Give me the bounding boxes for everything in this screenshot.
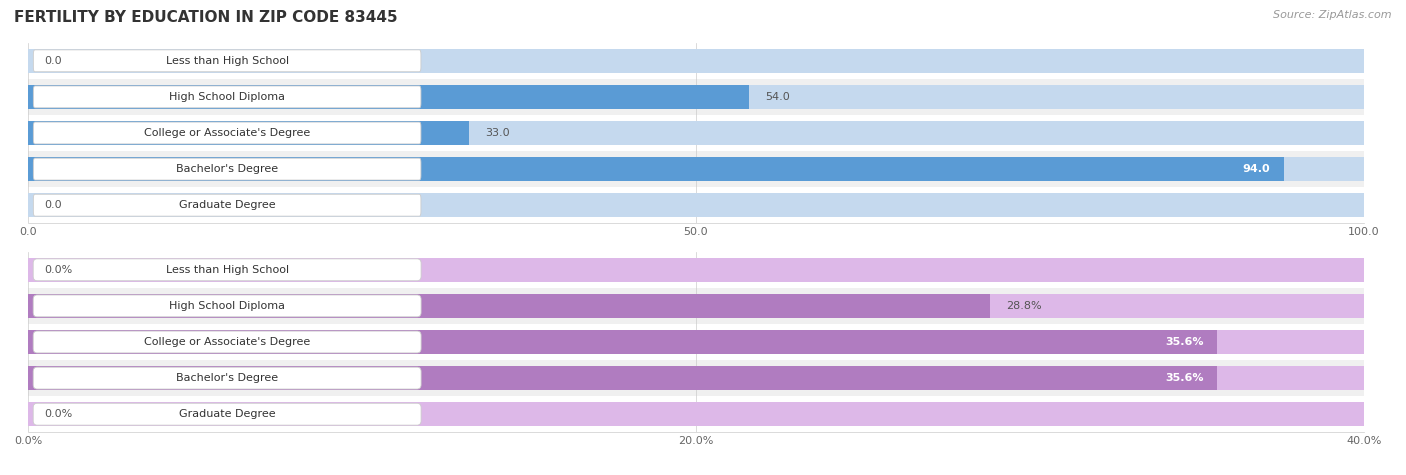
Text: 0.0%: 0.0%: [44, 409, 72, 419]
Bar: [28, 294, 990, 318]
FancyBboxPatch shape: [34, 331, 420, 353]
Bar: [28, 396, 1364, 432]
Bar: [28, 187, 1364, 223]
Text: 0.0: 0.0: [44, 56, 62, 66]
Bar: [28, 294, 1364, 318]
Bar: [28, 85, 1364, 109]
Bar: [28, 366, 1364, 390]
FancyBboxPatch shape: [34, 86, 420, 108]
Text: Bachelor's Degree: Bachelor's Degree: [176, 164, 278, 174]
Bar: [28, 193, 1364, 217]
Text: Less than High School: Less than High School: [166, 265, 288, 275]
FancyBboxPatch shape: [34, 122, 420, 144]
Bar: [28, 402, 1364, 426]
Text: Graduate Degree: Graduate Degree: [179, 200, 276, 210]
Bar: [28, 79, 1364, 115]
Text: 33.0: 33.0: [485, 128, 509, 138]
Bar: [28, 252, 1364, 288]
Text: High School Diploma: High School Diploma: [169, 92, 285, 102]
Bar: [28, 121, 470, 145]
Text: Graduate Degree: Graduate Degree: [179, 409, 276, 419]
Bar: [28, 258, 1364, 282]
FancyBboxPatch shape: [34, 295, 420, 317]
FancyBboxPatch shape: [34, 50, 420, 72]
Text: 35.6%: 35.6%: [1166, 337, 1204, 347]
Text: Source: ZipAtlas.com: Source: ZipAtlas.com: [1274, 10, 1392, 19]
Text: 0.0: 0.0: [44, 200, 62, 210]
Bar: [28, 49, 1364, 73]
Text: 35.6%: 35.6%: [1166, 373, 1204, 383]
Text: College or Associate's Degree: College or Associate's Degree: [143, 128, 311, 138]
FancyBboxPatch shape: [34, 194, 420, 216]
Text: Bachelor's Degree: Bachelor's Degree: [176, 373, 278, 383]
Bar: [28, 324, 1364, 360]
Bar: [28, 330, 1364, 354]
Bar: [28, 151, 1364, 187]
Text: 0.0%: 0.0%: [44, 265, 72, 275]
Bar: [28, 43, 1364, 79]
Bar: [28, 115, 1364, 151]
Bar: [28, 157, 1284, 181]
FancyBboxPatch shape: [34, 158, 420, 180]
Text: 94.0: 94.0: [1243, 164, 1271, 174]
Bar: [28, 366, 1218, 390]
Bar: [28, 330, 1218, 354]
Bar: [28, 288, 1364, 324]
Text: Less than High School: Less than High School: [166, 56, 288, 66]
FancyBboxPatch shape: [34, 259, 420, 281]
FancyBboxPatch shape: [34, 367, 420, 389]
Text: FERTILITY BY EDUCATION IN ZIP CODE 83445: FERTILITY BY EDUCATION IN ZIP CODE 83445: [14, 10, 398, 25]
FancyBboxPatch shape: [34, 403, 420, 425]
Bar: [28, 157, 1364, 181]
Bar: [28, 85, 749, 109]
Text: College or Associate's Degree: College or Associate's Degree: [143, 337, 311, 347]
Bar: [28, 360, 1364, 396]
Bar: [28, 121, 1364, 145]
Text: 28.8%: 28.8%: [1005, 301, 1042, 311]
Text: High School Diploma: High School Diploma: [169, 301, 285, 311]
Text: 54.0: 54.0: [765, 92, 790, 102]
